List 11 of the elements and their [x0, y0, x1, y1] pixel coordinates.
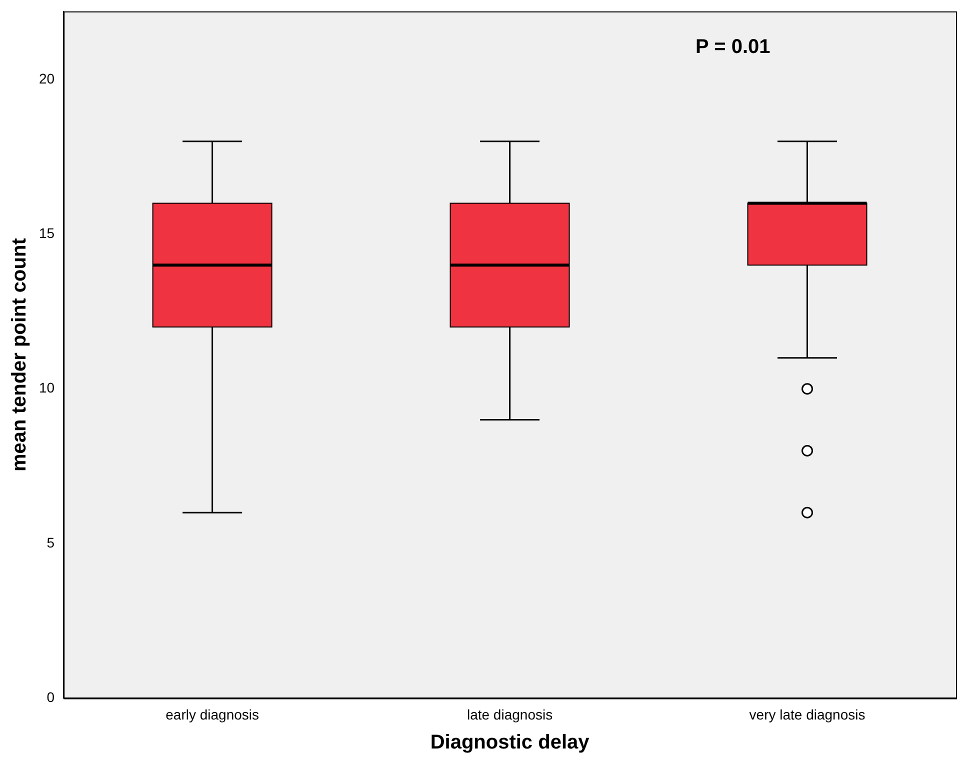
y-tick-label: 15	[38, 225, 55, 242]
x-axis-title: Diagnostic delay	[430, 732, 590, 754]
y-tick-label: 0	[46, 689, 55, 706]
x-tick-label: late diagnosis	[466, 706, 553, 722]
x-tick-label: early diagnosis	[166, 706, 260, 722]
y-tick-label: 10	[38, 380, 55, 396]
y-axis-title: mean tender point count	[8, 238, 31, 472]
y-tick-label: 20	[38, 70, 55, 86]
y-tick-label: 5	[46, 534, 55, 550]
annotation: P = 0.01	[696, 36, 770, 58]
x-tick-label: very late diagnosis	[749, 706, 866, 722]
